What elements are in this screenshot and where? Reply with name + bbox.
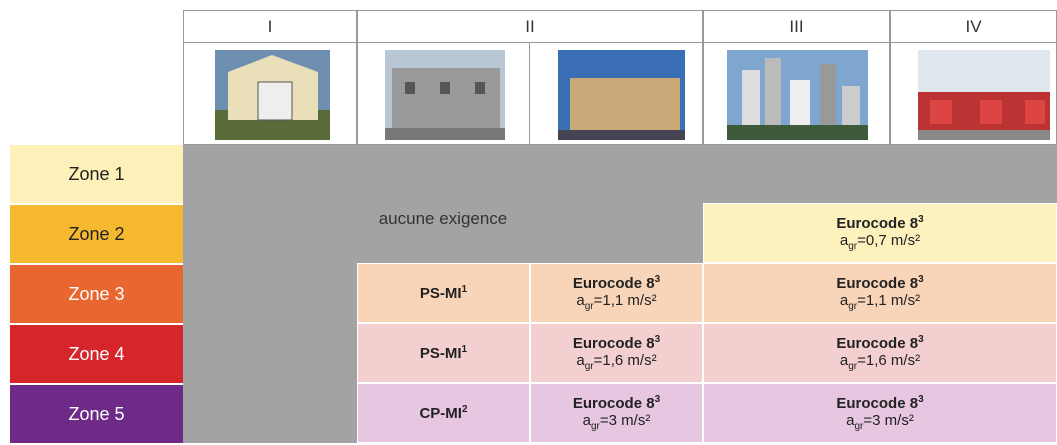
acceleration-value: =1,1 m/s²	[593, 292, 657, 309]
towers-photo	[727, 50, 868, 140]
subscript: gr	[848, 301, 858, 312]
footnote-mark: 3	[654, 334, 661, 345]
acceleration-value: =1,6 m/s²	[593, 352, 657, 369]
requirement-cell: Eurocode 83 agr=1,6 m/s²	[530, 323, 703, 383]
symbol: a	[846, 412, 855, 429]
cell-title: Eurocode 83	[836, 394, 923, 412]
cell-title: Eurocode 83	[573, 274, 660, 292]
column-header: IV	[890, 10, 1057, 43]
subscript: gr	[848, 361, 858, 372]
standard-name: Eurocode 8	[572, 395, 655, 412]
requirement-cell: Eurocode 83 agr=1,1 m/s²	[703, 263, 1057, 323]
no-requirement-label: aucune exigence	[378, 209, 508, 228]
footnote-mark: 3	[918, 334, 924, 345]
images	[215, 50, 1050, 140]
barn-photo	[215, 50, 330, 140]
zone-label: Zone 2	[10, 205, 183, 265]
zone-name: Zone 1	[68, 163, 125, 184]
acceleration-value: =3 m/s²	[863, 412, 914, 429]
acceleration: agr=1,1 m/s²	[576, 292, 656, 312]
acceleration-value: =0,7 m/s²	[857, 232, 921, 249]
standard-name: Eurocode 8	[836, 335, 919, 352]
acceleration: agr=1,1 m/s²	[840, 292, 920, 312]
footnote-mark: 3	[654, 274, 661, 285]
requirement-cell: Eurocode 83 agr=0,7 m/s²	[703, 203, 1057, 263]
footnote-mark: 1	[461, 284, 468, 295]
standard-name: Eurocode 8	[836, 275, 919, 292]
footnote-mark: 1	[461, 344, 468, 355]
subscript: gr	[854, 421, 864, 432]
cell-title: Eurocode 83	[836, 334, 923, 352]
apartment-photo	[558, 50, 685, 140]
acceleration: agr=1,6 m/s²	[840, 352, 920, 372]
column-label: II	[525, 16, 535, 36]
column-label: IV	[965, 16, 982, 36]
requirement-cell: PS-MI1	[357, 263, 530, 323]
acceleration-value: =1,1 m/s²	[857, 292, 921, 309]
standard-name: Eurocode 8	[572, 275, 655, 292]
requirement-cell: PS-MI1	[357, 323, 530, 383]
house-photo	[385, 50, 505, 140]
requirement-cell: Eurocode 83 agr=1,6 m/s²	[703, 323, 1057, 383]
cell-title: Eurocode 83	[836, 274, 923, 292]
footnote-mark: 3	[918, 214, 924, 225]
zone-label: Zone 3	[10, 265, 183, 325]
requirement-cell: Eurocode 83 agr=1,1 m/s²	[530, 263, 703, 323]
zone-name: Zone 2	[68, 223, 125, 244]
no-requirement-area	[183, 263, 357, 443]
column-header: I	[183, 10, 357, 43]
cell-title: Eurocode 83	[573, 334, 660, 352]
standard-name: Eurocode 8	[836, 395, 919, 412]
standard-name: PS-MI	[419, 285, 462, 302]
cell-title: CP-MI2	[419, 404, 467, 422]
acceleration-value: =3 m/s²	[599, 412, 651, 429]
zone-name: Zone 5	[68, 403, 125, 424]
zone-label: Zone 5	[10, 385, 183, 445]
column-label: III	[789, 16, 804, 36]
cell-title: Eurocode 83	[573, 394, 660, 412]
cell-title: Eurocode 83	[836, 214, 923, 232]
cell-title: PS-MI1	[420, 344, 467, 362]
standard-name: PS-MI	[419, 345, 462, 362]
subscript: gr	[848, 241, 858, 252]
footnote-mark: 2	[461, 404, 468, 415]
zone-name: Zone 3	[68, 283, 125, 304]
zone-name: Zone 4	[68, 343, 125, 364]
firestation-photo	[918, 50, 1050, 140]
subscript: gr	[584, 361, 594, 372]
symbol: a	[582, 412, 591, 429]
no-requirement-area	[183, 145, 1057, 203]
subscript: gr	[591, 421, 600, 432]
symbol: a	[576, 292, 585, 309]
zone-label: Zone 1	[10, 145, 183, 205]
column-label: I	[267, 16, 273, 36]
symbol: a	[839, 232, 849, 249]
acceleration: agr=0,7 m/s²	[840, 232, 920, 252]
acceleration-value: =1,6 m/s²	[857, 352, 921, 369]
symbol: a	[576, 352, 585, 369]
symbol: a	[839, 352, 849, 369]
no-requirement-area: aucune exigence	[183, 203, 703, 263]
acceleration: agr=3 m/s²	[583, 412, 651, 432]
requirement-cell: CP-MI2	[357, 383, 530, 443]
standard-name: Eurocode 8	[572, 335, 655, 352]
footnote-mark: 3	[918, 274, 924, 285]
requirement-cell: Eurocode 83 agr=3 m/s²	[703, 383, 1057, 443]
footnote-mark: 3	[654, 394, 661, 405]
acceleration: agr=1,6 m/s²	[576, 352, 656, 372]
standard-name: CP-MI	[419, 405, 462, 422]
subscript: gr	[584, 301, 594, 312]
footnote-mark: 3	[918, 394, 924, 405]
requirement-cell: Eurocode 83 agr=3 m/s²	[530, 383, 703, 443]
acceleration: agr=3 m/s²	[846, 412, 914, 432]
symbol: a	[839, 292, 849, 309]
cell-title: PS-MI1	[420, 284, 467, 302]
standard-name: Eurocode 8	[836, 215, 919, 232]
zone-label: Zone 4	[10, 325, 183, 385]
